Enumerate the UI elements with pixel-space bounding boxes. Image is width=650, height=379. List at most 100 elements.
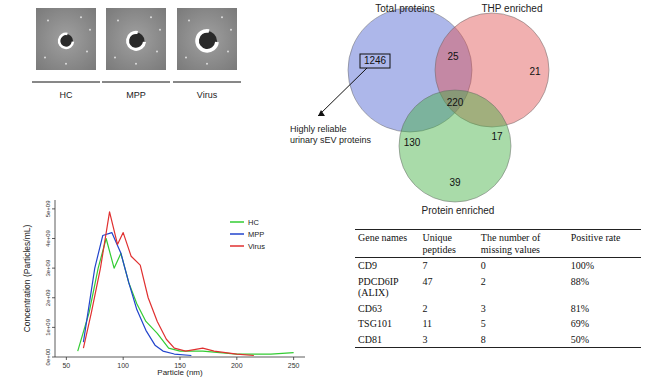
x-tick-label: 100 (117, 362, 129, 369)
y-tick (52, 357, 55, 358)
y-axis-title: Concentration (Particles/mL) (22, 224, 32, 332)
vesicle-rim (128, 32, 145, 49)
table-cell: 8 (478, 332, 568, 348)
table-cell: TSG101 (355, 316, 419, 332)
speck (221, 16, 223, 18)
speck (86, 50, 88, 52)
table-cell: 3 (478, 301, 568, 317)
vesicle (197, 31, 217, 51)
micrograph-image (106, 8, 166, 70)
speck (89, 29, 91, 31)
header-cell: The number of missing values (478, 230, 568, 258)
x-tick (123, 357, 124, 360)
table-cell: 5 (478, 316, 568, 332)
vesicle-rim (197, 31, 217, 51)
speck (188, 19, 190, 21)
table-cell: 3 (419, 332, 477, 348)
x-tick (293, 357, 294, 360)
micrograph: HC (32, 8, 100, 100)
arrow-line (318, 68, 367, 116)
speck (80, 16, 82, 18)
table-cell: 11 (419, 316, 477, 332)
series-line (83, 233, 191, 356)
vesicle (128, 33, 145, 50)
x-tick (236, 357, 237, 360)
legend: HCMPPVirus (230, 218, 265, 251)
annotation: urinary sEV proteins (290, 135, 372, 145)
arrow-head (318, 110, 325, 116)
venn-set (399, 90, 511, 202)
x-tick-label: 250 (288, 362, 300, 369)
micrograph-label: Virus (197, 90, 218, 100)
table-cell: CD63 (355, 301, 419, 317)
table-cell: 88% (568, 274, 641, 301)
separator (102, 82, 170, 83)
micrograph: Virus (173, 8, 241, 100)
table-cell: 0 (478, 258, 568, 274)
y-tick-label: 0e+00 (45, 348, 51, 366)
marker-table: Gene namesUnique peptidesThe number of m… (355, 229, 641, 348)
x-axis-title: Particle (nm) (157, 368, 203, 377)
speck (227, 50, 229, 52)
y-tick-label: 1e+09 (45, 318, 51, 336)
header-cell: Gene names (355, 230, 419, 258)
y-tick (52, 208, 55, 209)
speck (135, 63, 137, 65)
highlight-box (360, 54, 390, 68)
header-cell: Positive rate (568, 230, 641, 258)
x-tick-label: 50 (62, 362, 70, 369)
venn-set-label: THP enriched (482, 3, 543, 14)
y-tick-label: 4e+09 (45, 229, 51, 247)
y-tick-label: 5e+09 (45, 200, 51, 218)
micrograph-image (36, 8, 96, 70)
series-group (78, 212, 294, 356)
micrograph-label: MPP (126, 90, 146, 100)
speck (156, 50, 158, 52)
y-tick (52, 327, 55, 328)
header-cell: Unique peptides (419, 230, 477, 258)
legend-label: HC (248, 218, 259, 227)
series-line (83, 212, 253, 356)
legend-swatch (230, 221, 244, 223)
separator (32, 82, 100, 83)
venn: Total proteinsTHP enrichedProtein enrich… (290, 3, 549, 216)
table-cell: CD9 (355, 258, 419, 274)
table-cell: 81% (568, 301, 641, 317)
venn-count: 25 (447, 51, 459, 62)
chart: 501001502002500e+001e+092e+093e+094e+095… (22, 200, 305, 377)
x-tick (66, 357, 67, 360)
speck (117, 19, 119, 21)
speck (206, 63, 208, 65)
speck (150, 16, 152, 18)
separator (173, 82, 241, 83)
table-row: CD970100% (355, 258, 641, 274)
figure: HCMPPVirus501001502002500e+001e+092e+093… (0, 0, 650, 379)
table-row: TSG10111569% (355, 316, 641, 332)
y-axis (55, 200, 56, 357)
vesicle (59, 34, 73, 48)
table-cell: 47 (419, 274, 477, 301)
y-tick-label: 2e+09 (45, 289, 51, 307)
table-cell: CD81 (355, 332, 419, 348)
venn-count: 220 (447, 97, 464, 108)
table-cell: 7 (419, 258, 477, 274)
speck (44, 57, 46, 59)
speck (230, 29, 232, 31)
x-tick-label: 200 (231, 362, 243, 369)
speck (114, 57, 116, 59)
table-row: PDCD6IP (ALIX)47288% (355, 274, 641, 301)
micrograph-label: HC (60, 90, 73, 100)
header-row: Gene namesUnique peptidesThe number of m… (355, 230, 641, 258)
speck (47, 19, 49, 21)
table-cell: 2 (419, 301, 477, 317)
table-row: CD632381% (355, 301, 641, 317)
venn-set-label: Total proteins (375, 3, 434, 14)
venn-count: 39 (449, 177, 461, 188)
table-cell: PDCD6IP (ALIX) (355, 274, 419, 301)
table-cell: 100% (568, 258, 641, 274)
speck (159, 29, 161, 31)
table-cell: 2 (478, 274, 568, 301)
annotation: Highly reliable (290, 124, 347, 134)
table-cell: 69% (568, 316, 641, 332)
legend-label: MPP (248, 230, 264, 239)
